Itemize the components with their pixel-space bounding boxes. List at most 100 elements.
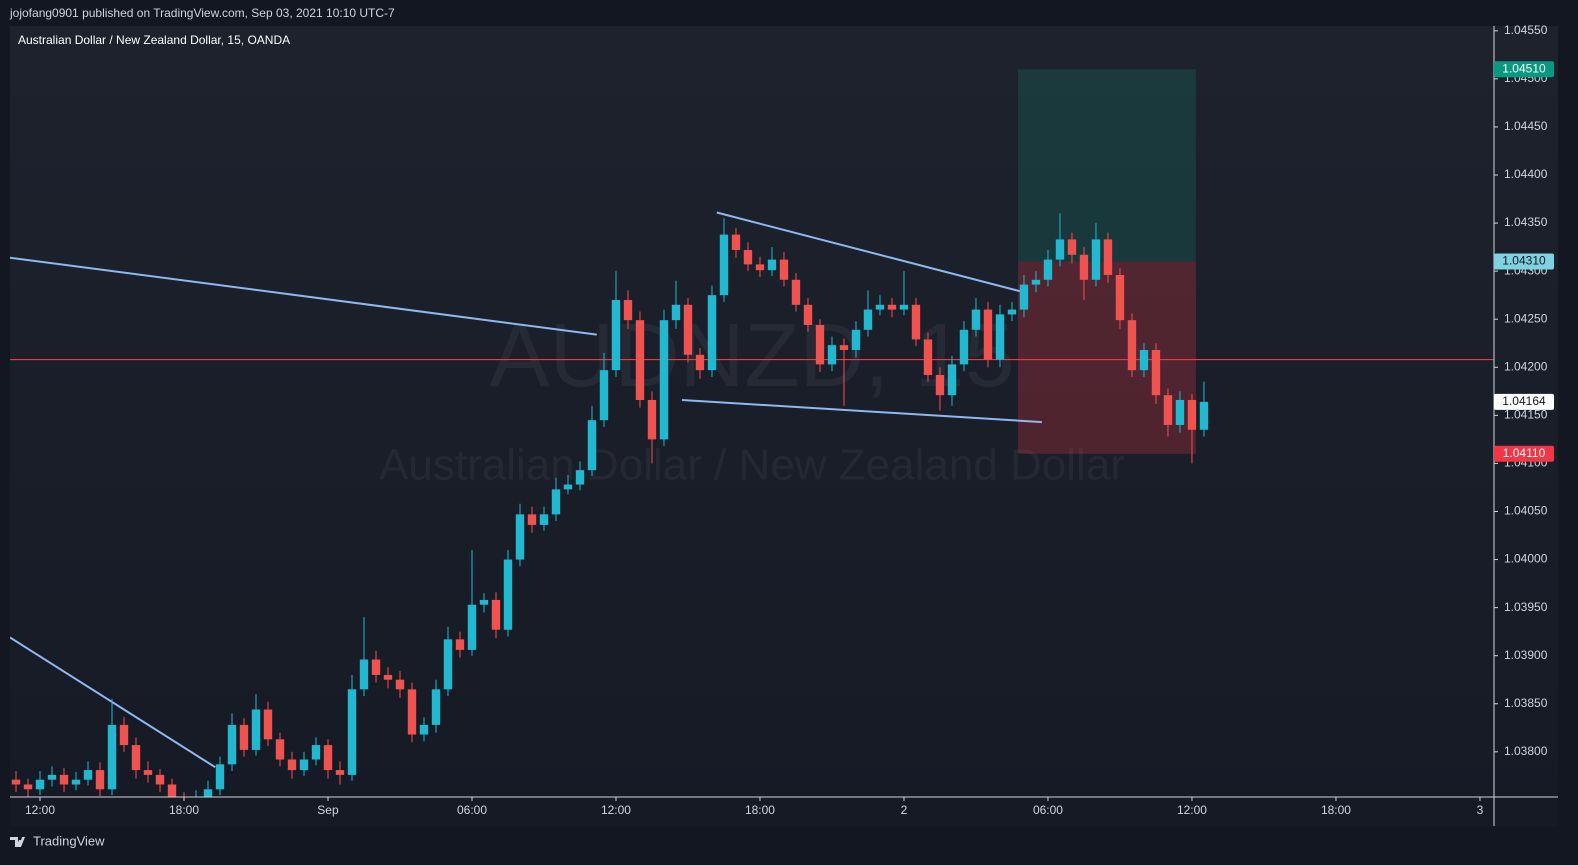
candle-body: [1187, 399, 1197, 430]
candle-body: [275, 739, 285, 760]
x-tick-label: 18:00: [1321, 803, 1351, 817]
x-tick-label: 12:00: [1177, 803, 1207, 817]
plot: [10, 69, 1494, 797]
x-tick-label: 12:00: [25, 803, 55, 817]
candle-body: [935, 374, 945, 396]
candle-body: [419, 724, 429, 735]
candle-body: [707, 295, 717, 371]
candle-body: [143, 770, 153, 775]
candle-body: [851, 329, 861, 350]
candle-body: [791, 279, 801, 305]
candle-body: [203, 789, 213, 797]
candle-body: [239, 724, 249, 750]
candle-body: [1163, 395, 1173, 425]
candle-body: [983, 309, 993, 360]
candle-body: [1007, 309, 1017, 315]
y-tick-label: 1.03900: [1504, 648, 1548, 662]
candle-body: [923, 339, 933, 375]
trend-line: [10, 636, 216, 769]
last-price-label: 1.04164: [1502, 394, 1546, 408]
candle-body: [1067, 239, 1077, 255]
stop-label: 1.04110: [1503, 446, 1546, 460]
candle-body: [479, 599, 489, 605]
publisher: jojofang0901 published on TradingView.co…: [9, 6, 395, 20]
candle-body: [827, 345, 837, 365]
candle-body: [695, 354, 705, 371]
candle-body: [803, 304, 813, 325]
candle-body: [995, 314, 1005, 360]
candle-body: [815, 324, 825, 365]
x-tick-label: Sep: [317, 803, 339, 817]
candle-body: [107, 724, 117, 790]
candle-body: [1103, 239, 1113, 275]
candle-body: [263, 709, 273, 740]
trend-line: [10, 256, 597, 336]
candle-body: [1139, 349, 1149, 371]
candle-body: [1115, 274, 1125, 321]
x-tick-label: 18:00: [745, 803, 775, 817]
panel: [10, 26, 1558, 826]
stop-label-box: [1494, 445, 1554, 462]
candle-body: [1199, 401, 1209, 430]
y-tick-label: 1.04050: [1504, 504, 1548, 518]
candle-body: [359, 659, 369, 690]
candle-body: [503, 559, 513, 630]
candle-body: [755, 264, 765, 271]
candle-body: [683, 304, 693, 355]
candle-body: [671, 304, 681, 321]
candle-body: [1019, 284, 1029, 310]
y-tick-label: 1.04150: [1504, 408, 1548, 422]
trend-line: [681, 398, 1043, 424]
y-tick-label: 1.04400: [1504, 167, 1548, 181]
entry-label: 1.04310: [1502, 254, 1546, 268]
candle-body: [167, 784, 177, 797]
y-tick-label: 1.04550: [1504, 23, 1548, 37]
candle-body: [335, 770, 345, 775]
candle-body: [947, 364, 957, 396]
candle-body: [599, 370, 609, 421]
candle-body: [287, 759, 297, 771]
candle-body: [1079, 254, 1089, 280]
x-tick-label: 2: [901, 803, 908, 817]
candle-body: [1151, 349, 1161, 396]
candle-body: [635, 320, 645, 400]
candle-body: [899, 304, 909, 310]
candle-body: [299, 759, 309, 771]
candle-body: [1091, 239, 1101, 280]
candle-body: [1175, 399, 1185, 425]
target-label: 1.04510: [1502, 61, 1546, 75]
target-label-box: [1494, 61, 1554, 78]
candle-body: [347, 689, 357, 775]
candle-body: [47, 774, 57, 780]
footer-brand: TradingView: [33, 833, 105, 848]
candle-body: [719, 234, 729, 296]
candle-body: [431, 689, 441, 725]
candle-body: [455, 639, 465, 650]
candle-body: [491, 599, 501, 630]
trend-line: [716, 211, 1021, 293]
candle-body: [215, 764, 225, 790]
axes: 1.03800 1.03850 1.03900 1.03950 1.04000 1.040…: [25, 23, 1554, 817]
candle-body: [71, 779, 81, 785]
y-tick-label: 1.03850: [1504, 696, 1548, 710]
candle-body: [407, 689, 417, 735]
candle-body: [911, 304, 921, 340]
candle-body: [575, 470, 585, 485]
candle-body: [323, 745, 333, 771]
x-tick-label: 12:00: [601, 803, 631, 817]
candle-body: [611, 299, 621, 371]
candle-body: [95, 770, 105, 790]
x-tick-label: 06:00: [457, 803, 487, 817]
candle-body: [743, 249, 753, 265]
candle-body: [971, 309, 981, 330]
candle-body: [959, 329, 969, 365]
candle-body: [1055, 239, 1065, 260]
candle-body: [527, 514, 537, 525]
candle-body: [467, 604, 477, 650]
y-tick-label: 1.04450: [1504, 119, 1548, 133]
candle-body: [563, 484, 573, 490]
candle-body: [227, 724, 237, 765]
candle-body: [23, 784, 33, 790]
